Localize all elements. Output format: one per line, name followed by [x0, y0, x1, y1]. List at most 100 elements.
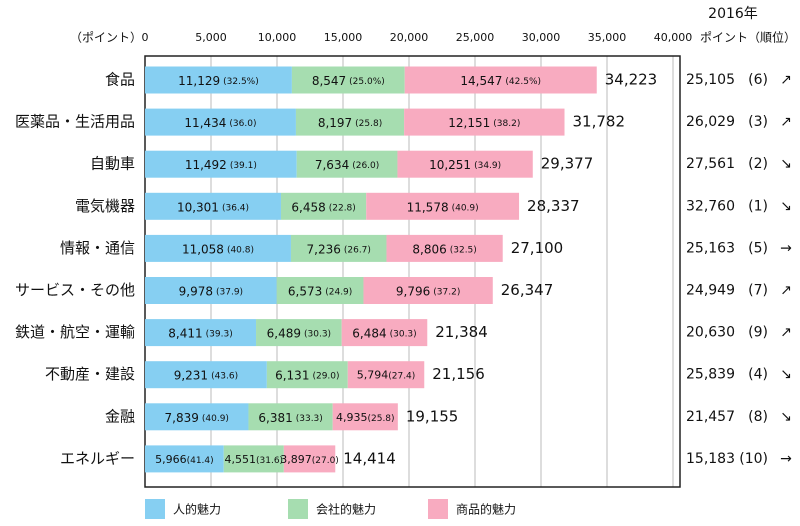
segment-value-label: 6,381: [258, 410, 292, 424]
segment-share-label: (36.0): [229, 119, 256, 129]
previous-trend: ↘: [780, 156, 792, 172]
segment-value-label: 8,547: [312, 74, 346, 88]
segment-value-label: 7,634: [315, 158, 349, 172]
segment-label: 6,489 (30.3): [267, 326, 331, 340]
segment-share-label: (36.4): [222, 203, 249, 213]
segment-label: 10,251 (34.9): [429, 158, 501, 172]
bar-segment: [404, 66, 597, 94]
segment-share-label: (22.8): [329, 203, 356, 213]
previous-rank: (10): [739, 451, 768, 467]
category-label: サービス・その他: [15, 281, 135, 299]
bar-segment: [145, 192, 281, 220]
legend-swatch: [145, 499, 165, 519]
segment-share-label: (30.3): [390, 329, 417, 339]
segment-label: 6,484 (30.3): [352, 326, 416, 340]
bar-segment: [256, 319, 342, 347]
bar-segment: [404, 108, 565, 136]
previous-rank: (2): [748, 156, 768, 172]
segment-label: 8,547 (25.0%): [312, 74, 385, 88]
total-label: 29,377: [541, 155, 594, 173]
category-label: エネルギー: [60, 449, 135, 467]
bar-segment: [145, 108, 296, 136]
segment-value-label: 7,236: [307, 242, 341, 256]
segment-share-label: (40.8): [227, 245, 254, 255]
legend-swatch: [428, 499, 448, 519]
bar-segment: [347, 361, 425, 389]
segment-label: 3,897(27.0): [280, 453, 339, 466]
bar-segment: [145, 234, 291, 262]
segment-label: 4,551(31.6): [225, 453, 284, 466]
previous-rank: (9): [748, 325, 768, 341]
plot-frame: [144, 55, 681, 488]
total-label: 31,782: [573, 113, 626, 131]
x-tick-label: 20,000: [390, 31, 429, 44]
segment-share-label: (25.8): [355, 119, 382, 129]
x-tick-label: 30,000: [522, 31, 561, 44]
segment-value-label: 4,551: [225, 453, 257, 466]
total-label: 19,155: [406, 407, 459, 425]
segment-value-label: 4,935: [336, 411, 368, 424]
previous-rank: (8): [748, 409, 768, 425]
bar-segment: [332, 403, 398, 431]
bar-segment: [145, 150, 297, 178]
segment-share-label: (39.3): [206, 329, 233, 339]
segment-value-label: 6,458: [291, 200, 325, 214]
previous-trend: ↘: [780, 367, 792, 383]
legend-label: 会社的魅力: [316, 502, 376, 517]
segment-value-label: 6,489: [267, 326, 301, 340]
segment-share-label: (30.3): [304, 329, 331, 339]
previous-points: 15,183: [686, 451, 735, 467]
bar-segment: [145, 66, 292, 94]
category-label: 食品: [105, 71, 135, 89]
bar-segment: [248, 403, 333, 431]
segment-label: 8,806 (32.5): [412, 242, 476, 256]
legend-label: 商品的魅力: [456, 502, 516, 517]
segment-value-label: 3,897: [280, 453, 312, 466]
bar-segment: [397, 150, 533, 178]
segment-value-label: 6,573: [288, 284, 322, 298]
previous-trend: ↘: [780, 198, 792, 214]
x-tick-label: 15,000: [324, 31, 363, 44]
segment-share-label: (29.0): [312, 371, 339, 381]
x-tick-label: 25,000: [456, 31, 495, 44]
bar-segment: [296, 150, 398, 178]
segment-value-label: 6,131: [275, 368, 309, 382]
bar-segment: [145, 361, 267, 389]
bar-segment: [145, 445, 224, 473]
segment-value-label: 10,251: [429, 158, 471, 172]
segment-value-label: 11,058: [182, 242, 224, 256]
previous-points: 20,630: [686, 325, 735, 341]
segment-share-label: (37.9): [216, 287, 243, 297]
segment-label: 7,839 (40.9): [165, 410, 229, 424]
category-label: 電気機器: [75, 197, 135, 215]
previous-points: 25,839: [686, 367, 735, 383]
segment-label: 12,151 (38.2): [448, 116, 520, 130]
previous-points: 26,029: [686, 114, 735, 130]
segment-share-label: (41.4): [187, 455, 214, 465]
bar-segment: [363, 277, 493, 304]
bar-segment: [280, 192, 367, 220]
segment-share-label: (34.9): [474, 161, 501, 171]
segment-value-label: 11,492: [185, 158, 227, 172]
bar-segment: [290, 234, 387, 262]
segment-label: 11,058 (40.8): [182, 242, 254, 256]
segment-share-label: (32.5%): [223, 77, 259, 87]
segment-label: 5,966(41.4): [155, 453, 214, 466]
segment-value-label: 9,978: [179, 284, 213, 298]
x-tick-label: 10,000: [258, 31, 297, 44]
bar-segment: [223, 445, 284, 473]
bar-segment: [145, 319, 257, 347]
bar-segment: [283, 445, 336, 473]
segment-label: 4,935(25.8): [336, 411, 395, 424]
segment-value-label: 11,434: [184, 116, 226, 130]
previous-rank: (6): [748, 72, 768, 88]
previous-points: 27,561: [686, 156, 735, 172]
previous-rank: (1): [748, 198, 768, 214]
segment-share-label: (25.0%): [349, 77, 385, 87]
total-label: 34,223: [605, 71, 658, 89]
previous-trend: ↘: [780, 409, 792, 425]
previous-rank: (3): [748, 114, 768, 130]
segment-label: 9,796 (37.2): [396, 284, 460, 298]
total-label: 21,384: [435, 323, 488, 341]
